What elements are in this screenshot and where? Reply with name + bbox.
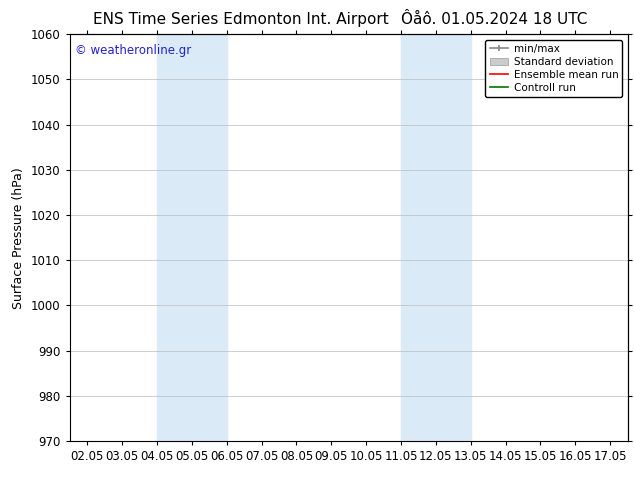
Text: © weatheronline.gr: © weatheronline.gr — [75, 45, 191, 57]
Bar — [157, 34, 226, 441]
Legend: min/max, Standard deviation, Ensemble mean run, Controll run: min/max, Standard deviation, Ensemble me… — [486, 40, 623, 97]
Text: ENS Time Series Edmonton Int. Airport: ENS Time Series Edmonton Int. Airport — [93, 12, 389, 27]
Y-axis label: Surface Pressure (hPa): Surface Pressure (hPa) — [13, 167, 25, 309]
Bar — [401, 34, 470, 441]
Text: Ôåô. 01.05.2024 18 UTC: Ôåô. 01.05.2024 18 UTC — [401, 12, 588, 27]
